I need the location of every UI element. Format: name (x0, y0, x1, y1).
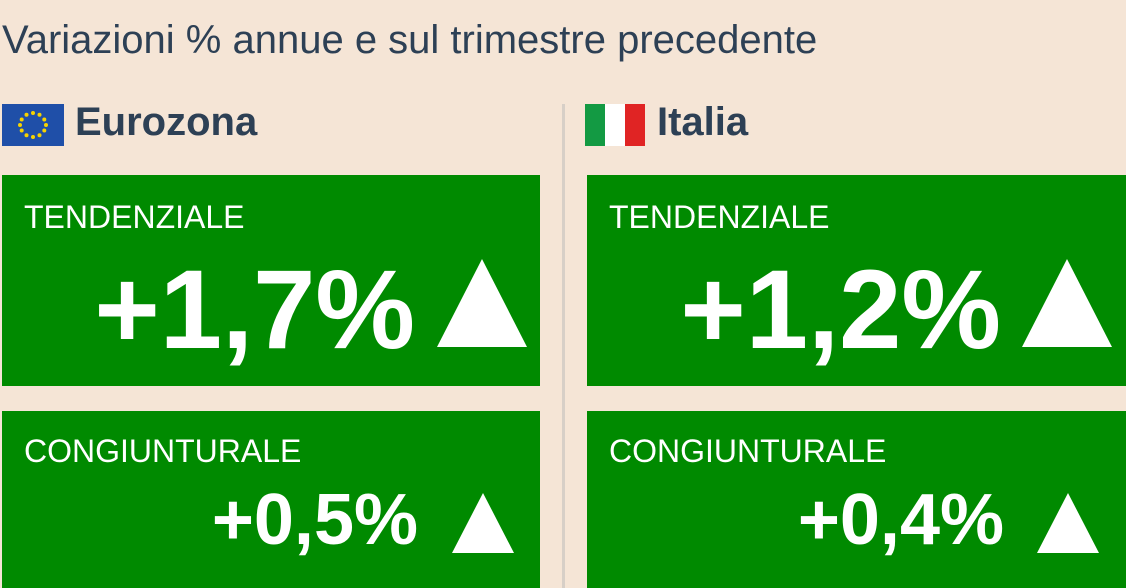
panel-name: Italia (657, 100, 749, 144)
indicator-value: +0,5% (211, 480, 418, 560)
indicator-box: TENDENZIALE +1,7% (2, 175, 540, 386)
indicator-value: +1,7% (94, 247, 415, 372)
indicator-box: CONGIUNTURALE +0,4% (587, 411, 1126, 588)
up-arrow (1037, 493, 1099, 553)
italy-flag (585, 104, 645, 146)
title: Variazioni % annue e sul trimestre prece… (2, 18, 818, 62)
panel-name: Eurozona (75, 100, 258, 144)
indicator-label: CONGIUNTURALE (609, 433, 887, 469)
up-arrow (437, 259, 527, 347)
indicator-box: TENDENZIALE +1,2% (587, 175, 1126, 386)
divider (562, 104, 565, 588)
indicator-label: TENDENZIALE (24, 199, 245, 235)
indicator-box: CONGIUNTURALE +0,5% (2, 411, 540, 588)
indicator-label: CONGIUNTURALE (24, 433, 302, 469)
indicator-value: +0,4% (797, 480, 1004, 560)
up-arrow (452, 493, 514, 553)
up-arrow (1022, 259, 1112, 347)
eu-flag (2, 104, 64, 146)
indicator-label: TENDENZIALE (609, 199, 830, 235)
indicator-value: +1,2% (680, 247, 1001, 372)
